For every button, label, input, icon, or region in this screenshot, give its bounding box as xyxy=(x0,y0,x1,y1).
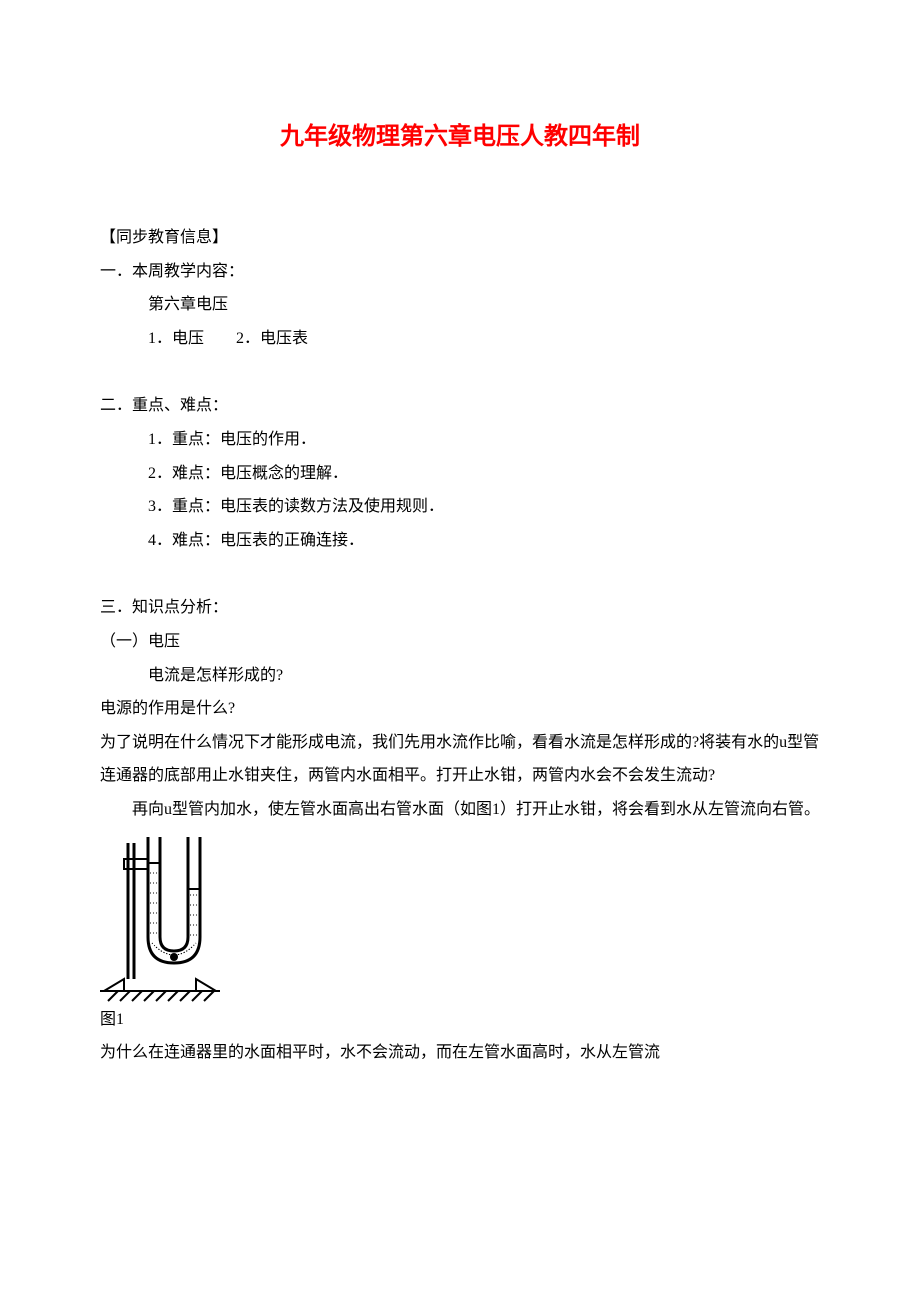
document-page: 九年级物理第六章电压人教四年制 【同步教育信息】 一．本周教学内容： 第六章电压… xyxy=(0,0,920,1130)
section1-chapter: 第六章电压 xyxy=(100,288,820,322)
section2-item-1: 1．重点：电压的作用． xyxy=(100,423,820,457)
section3-para1: 为了说明在什么情况下才能形成电流，我们先用水流作比喻，看看水流是怎样形成的?将装… xyxy=(100,726,820,793)
section1-items: 1．电压 2．电压表 xyxy=(100,322,820,356)
section3-q2: 电源的作用是什么? xyxy=(100,692,820,726)
section-gap xyxy=(100,355,820,389)
figure-1 xyxy=(100,833,820,1003)
page-title: 九年级物理第六章电压人教四年制 xyxy=(100,116,820,151)
section2-item-4: 4．难点：电压表的正确连接． xyxy=(100,524,820,558)
section-gap xyxy=(100,557,820,591)
section3-para3: 为什么在连通器里的水面相平时，水不会流动，而在左管水面高时，水从左管流 xyxy=(100,1036,820,1070)
section2-heading: 二．重点、难点： xyxy=(100,389,820,423)
section3-para2: 再向u型管内加水，使左管水面高出右管水面（如图1）打开止水钳，将会看到水从左管流… xyxy=(100,793,820,827)
section2-item-3: 3．重点：电压表的读数方法及使用规则． xyxy=(100,490,820,524)
figure-1-label: 图1 xyxy=(100,1003,820,1037)
section1-heading: 一．本周教学内容： xyxy=(100,255,820,289)
section2-item-2: 2．难点：电压概念的理解． xyxy=(100,457,820,491)
u-tube-diagram xyxy=(100,833,250,1003)
section3-heading: 三．知识点分析： xyxy=(100,591,820,625)
section3-sub1: （一）电压 xyxy=(100,625,820,659)
sync-info-header: 【同步教育信息】 xyxy=(100,221,820,255)
section3-q1: 电流是怎样形成的? xyxy=(100,659,820,693)
